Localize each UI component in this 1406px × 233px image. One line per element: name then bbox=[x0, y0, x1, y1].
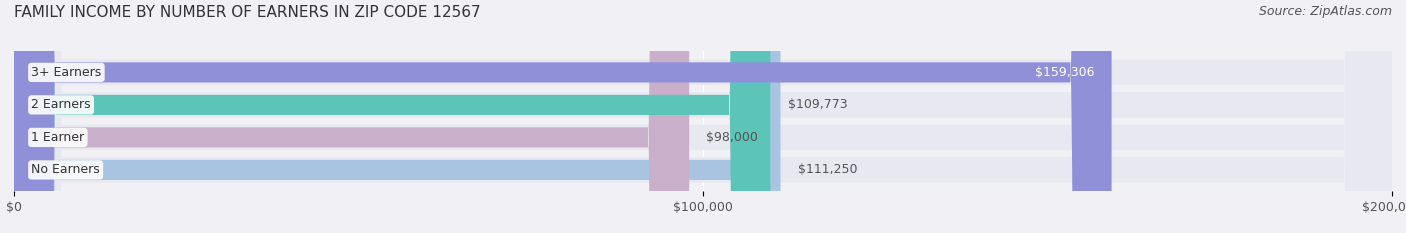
Text: 2 Earners: 2 Earners bbox=[31, 98, 91, 111]
Text: $109,773: $109,773 bbox=[787, 98, 848, 111]
FancyBboxPatch shape bbox=[14, 0, 780, 233]
Text: No Earners: No Earners bbox=[31, 163, 100, 176]
Text: $111,250: $111,250 bbox=[797, 163, 858, 176]
FancyBboxPatch shape bbox=[14, 0, 1392, 233]
FancyBboxPatch shape bbox=[14, 0, 1112, 233]
FancyBboxPatch shape bbox=[14, 0, 1392, 233]
FancyBboxPatch shape bbox=[14, 0, 770, 233]
Text: 1 Earner: 1 Earner bbox=[31, 131, 84, 144]
FancyBboxPatch shape bbox=[14, 0, 1392, 233]
Text: $98,000: $98,000 bbox=[706, 131, 758, 144]
Text: 3+ Earners: 3+ Earners bbox=[31, 66, 101, 79]
Text: $159,306: $159,306 bbox=[1035, 66, 1094, 79]
FancyBboxPatch shape bbox=[14, 0, 1392, 233]
Text: FAMILY INCOME BY NUMBER OF EARNERS IN ZIP CODE 12567: FAMILY INCOME BY NUMBER OF EARNERS IN ZI… bbox=[14, 5, 481, 20]
FancyBboxPatch shape bbox=[14, 0, 689, 233]
Text: Source: ZipAtlas.com: Source: ZipAtlas.com bbox=[1258, 5, 1392, 18]
